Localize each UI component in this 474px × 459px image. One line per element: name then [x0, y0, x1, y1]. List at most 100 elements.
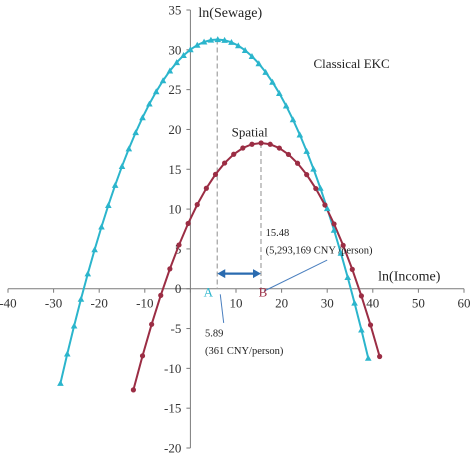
spatial-marker: [258, 140, 264, 146]
classical-ekc-marker: [255, 60, 263, 67]
y-tick-label: -15: [164, 401, 181, 416]
x-tick-label: -10: [136, 296, 153, 311]
classical-ekc-marker: [118, 163, 126, 169]
spatial-marker: [158, 292, 164, 298]
classical-ekc-marker: [323, 205, 331, 212]
x-tick-label: 20: [275, 296, 288, 311]
classical-ekc-marker: [105, 202, 112, 209]
classical-ekc-marker: [364, 354, 372, 361]
point-b-label: B: [259, 285, 268, 300]
spatial-marker: [149, 321, 155, 327]
classical-ekc-marker: [221, 36, 228, 43]
a-leader-line: [219, 294, 225, 324]
classical-ekc-marker: [344, 274, 352, 281]
spatial-marker: [304, 172, 310, 178]
y-tick-label: 20: [168, 122, 181, 137]
a-value-detail: (361 CNY/person): [205, 346, 284, 357]
classical-ekc-marker: [91, 246, 98, 253]
y-tick-label: 30: [168, 42, 181, 57]
markers: [57, 36, 383, 393]
spatial-marker: [377, 353, 383, 360]
classical-ekc-marker: [132, 129, 139, 136]
spatial-marker: [322, 202, 328, 208]
x-tick-label: 60: [458, 296, 471, 311]
series-label-classical-ekc: Classical EKC: [314, 56, 390, 71]
spatial-marker: [285, 151, 292, 158]
classical-ekc-marker: [296, 131, 304, 138]
x-tick-label: -30: [45, 296, 62, 311]
spatial-marker: [313, 185, 319, 192]
guide-lines: [216, 39, 328, 324]
spatial-line: [132, 141, 381, 391]
classical-ekc-marker: [193, 41, 201, 48]
spatial-marker: [267, 141, 273, 147]
classical-ekc-marker: [180, 52, 187, 58]
spatial-marker: [249, 141, 255, 147]
distance-arrow-right-head: [252, 269, 261, 279]
classical-ekc-marker: [358, 326, 365, 333]
classical-ekc-marker: [337, 249, 345, 256]
classical-ekc-marker: [289, 116, 297, 123]
classical-ekc-marker: [282, 102, 290, 109]
spatial-marker: [349, 266, 355, 272]
spatial-marker: [176, 242, 182, 248]
y-tick-label: 10: [168, 202, 181, 217]
point-a-label: A: [204, 285, 214, 300]
classical-ekc-marker: [351, 299, 358, 306]
spatial-marker: [167, 266, 173, 272]
spatial-marker: [294, 160, 301, 166]
y-tick-label: -10: [164, 361, 181, 376]
classical-ekc-marker: [70, 322, 78, 329]
x-tick-label: 40: [366, 296, 379, 311]
y-tick-label: 0: [175, 281, 182, 296]
classical-ekc-marker: [159, 77, 167, 84]
spatial-marker: [194, 202, 200, 208]
classical-ekc-marker: [146, 100, 153, 107]
labels: ln(Sewage) ln(Income) A B 5.89 (361 CNY/perso…: [198, 6, 440, 357]
spatial-marker: [231, 151, 237, 157]
curves: [59, 38, 381, 391]
classical-ekc-marker: [228, 38, 235, 45]
x-tick-label: 30: [321, 296, 334, 311]
classical-ekc-marker: [84, 270, 92, 277]
classical-ekc-marker: [262, 68, 269, 75]
classical-ekc-line: [59, 38, 370, 384]
spatial-marker: [222, 160, 228, 166]
classical-ekc-marker: [125, 145, 133, 152]
classical-ekc-marker: [248, 52, 256, 59]
classical-ekc-marker: [57, 379, 64, 386]
distance-arrow-left-head: [217, 269, 226, 279]
classical-ekc-marker: [187, 46, 194, 53]
classical-ekc-marker: [200, 38, 208, 45]
spatial-marker: [130, 387, 136, 393]
y-tick-label: -5: [171, 321, 182, 336]
y-tick-label: 25: [168, 82, 181, 97]
classical-ekc-marker: [98, 223, 105, 230]
classical-ekc-marker: [207, 36, 215, 43]
spatial-marker: [331, 221, 337, 227]
classical-ekc-marker: [310, 165, 317, 172]
y-axis-title: ln(Sewage): [198, 6, 262, 21]
classical-ekc-marker: [317, 184, 324, 191]
b-leader-line: [263, 259, 328, 292]
classical-ekc-marker: [111, 181, 119, 188]
classical-ekc-marker: [63, 350, 71, 357]
b-value-label: 15.48: [266, 228, 290, 239]
x-tick-label: 50: [412, 296, 425, 311]
classical-ekc-marker: [234, 42, 242, 49]
y-tick-label: 15: [168, 162, 181, 177]
classical-ekc-marker: [77, 295, 85, 302]
spatial-marker: [367, 322, 374, 328]
spatial-marker: [358, 293, 364, 299]
classical-ekc-marker: [152, 88, 160, 95]
classical-ekc-marker: [166, 67, 174, 74]
spatial-marker: [240, 145, 246, 151]
spatial-marker: [185, 220, 191, 227]
x-tick-label: -20: [91, 296, 108, 311]
series-label-spatial: Spatial: [232, 125, 268, 140]
classical-ekc-marker: [214, 36, 222, 43]
x-tick-label: -40: [0, 296, 17, 311]
spatial-marker: [276, 145, 282, 151]
